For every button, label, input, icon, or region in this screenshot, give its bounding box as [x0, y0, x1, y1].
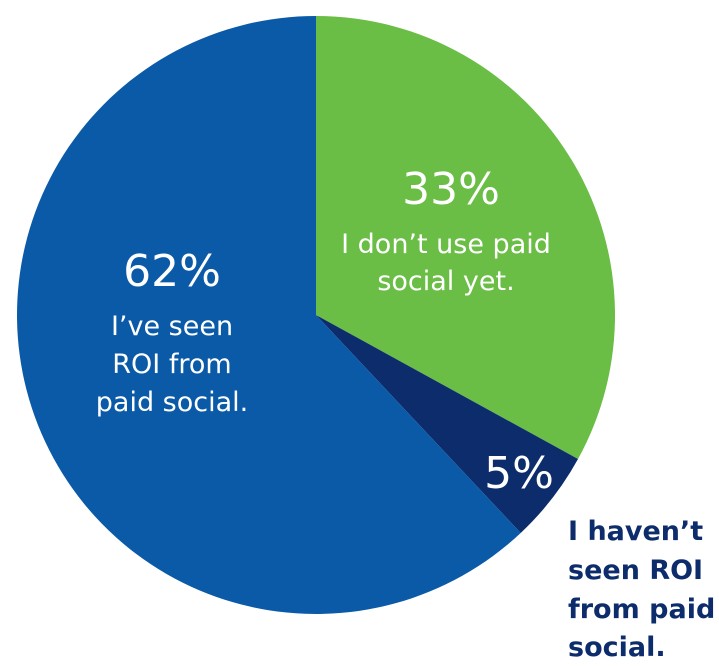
slice-desc-havent-seen-roi-line-2: seen ROI — [568, 555, 703, 586]
slice-desc-dont-use-line-2: social yet. — [377, 266, 514, 297]
pie-slices — [16, 16, 616, 615]
slice-desc-dont-use-line-1: I don’t use paid — [341, 229, 551, 260]
slice-desc-seen-roi-line-2: ROI from — [112, 349, 231, 380]
slice-value-label-dont-use: 33% — [402, 164, 500, 215]
pie-labels: 33% I don’t use paid social yet. 62% I’v… — [96, 164, 716, 663]
slice-desc-seen-roi-line-1: I’ve seen — [111, 311, 233, 342]
slice-value-label-seen-roi: 62% — [123, 246, 221, 297]
slice-seen-roi — [16, 16, 521, 615]
slice-value-label-havent-seen-roi: 5% — [484, 448, 554, 499]
slice-dont-use-paid-social — [316, 16, 616, 460]
slice-desc-seen-roi-line-3: paid social. — [96, 387, 248, 418]
slice-desc-havent-seen-roi-line-3: from paid — [568, 594, 715, 625]
slice-havent-seen-roi — [316, 315, 579, 533]
slice-desc-havent-seen-roi-line-1: I haven’t — [568, 516, 703, 547]
slice-desc-havent-seen-roi-line-4: social. — [568, 632, 666, 663]
